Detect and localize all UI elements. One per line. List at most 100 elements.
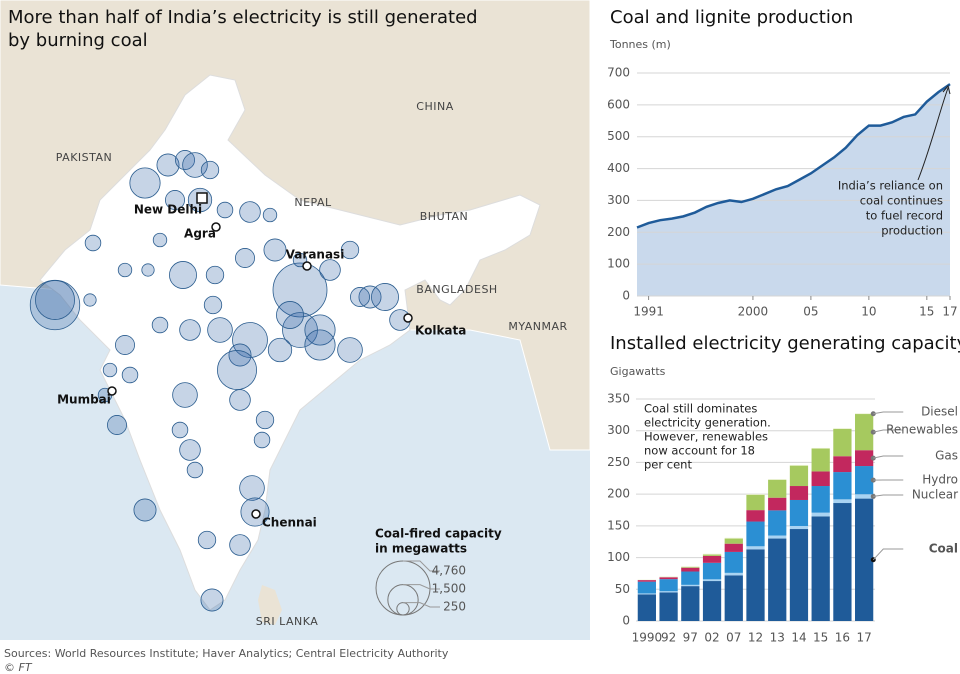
- plant-bubble: [229, 534, 251, 556]
- plant-bubble: [239, 201, 261, 223]
- city-label: Varanasi: [286, 248, 345, 262]
- plant-bubble: [229, 389, 251, 411]
- x-tick-label: 97: [683, 631, 698, 645]
- plant-bubble: [205, 265, 225, 285]
- chart-title: Installed electricity generating capacit…: [610, 333, 960, 354]
- chart-title: Coal and lignite production: [610, 7, 853, 28]
- plant-bubble: [239, 475, 265, 501]
- plant-bubble: [156, 153, 180, 177]
- legend-leader: [403, 560, 440, 572]
- bar-segment: [681, 584, 700, 587]
- plant-bubble: [207, 317, 233, 343]
- x-tick-label: 15: [813, 631, 828, 645]
- bar-segment: [855, 466, 874, 495]
- india: [39, 74, 541, 611]
- plant-bubble: [228, 343, 252, 367]
- bar-segment: [789, 525, 809, 530]
- sri-lanka: [258, 585, 282, 625]
- legend-leader: [873, 455, 904, 459]
- capital-marker: [196, 192, 208, 204]
- bar-segment: [724, 575, 743, 621]
- legend-leader: [403, 602, 440, 608]
- bar-segment: [789, 529, 809, 621]
- bar-segment: [702, 579, 722, 582]
- legend-label: Coal: [929, 542, 958, 556]
- country-label: NEPAL: [294, 196, 332, 209]
- plant-bubble: [358, 285, 382, 309]
- city-marker: [211, 222, 221, 232]
- y-tick-label: 250: [607, 455, 630, 469]
- bar-segment: [768, 497, 787, 511]
- x-tick-label: 1990: [632, 631, 663, 645]
- y-tick-label: 200: [607, 225, 630, 239]
- bar-segment: [724, 543, 743, 552]
- y-tick-label: 0: [622, 614, 630, 628]
- plant-bubble: [232, 322, 268, 358]
- plant-bubble: [129, 167, 161, 199]
- city-label: Mumbai: [57, 393, 111, 407]
- bar-segment: [789, 465, 809, 487]
- plant-bubble: [200, 588, 224, 612]
- plant-bubble: [337, 337, 363, 363]
- bar-segment: [833, 472, 852, 500]
- bar-segment: [746, 510, 765, 522]
- bar-segment: [855, 498, 874, 621]
- city-marker: [403, 313, 413, 323]
- plant-bubble: [133, 498, 157, 522]
- y-tick-label: 700: [607, 66, 630, 80]
- legend-label: Gas: [935, 449, 958, 463]
- bar-segment: [855, 494, 874, 499]
- line: [636, 83, 951, 229]
- bar-segment: [811, 471, 830, 487]
- bar-segment: [746, 494, 765, 495]
- x-tick-label: 1991: [633, 305, 664, 319]
- annotation: coal continues: [860, 194, 943, 208]
- y-tick-label: 50: [615, 582, 630, 596]
- x-tick-label: 14: [791, 631, 806, 645]
- bar-segment: [681, 571, 700, 585]
- bar-segment: [789, 486, 809, 500]
- plant-bubble: [179, 319, 201, 341]
- city-marker: [302, 261, 312, 271]
- bar-segment: [833, 503, 852, 621]
- bar-segment: [811, 512, 830, 517]
- country-label: BANGLADESH: [416, 283, 497, 296]
- bar-segment: [681, 566, 700, 568]
- bar-segment: [659, 576, 678, 578]
- country-label: BHUTAN: [420, 210, 469, 223]
- annotation: India’s reliance on: [838, 179, 943, 193]
- x-tick-label: 92: [661, 631, 676, 645]
- legend-label: Diesel: [921, 405, 958, 419]
- bar-segment: [768, 535, 787, 539]
- plant-bubble: [217, 350, 257, 390]
- city-label: Chennai: [262, 516, 317, 530]
- plant-bubble: [175, 150, 195, 170]
- y-tick-label: 100: [607, 550, 630, 564]
- city-label: New Delhi: [134, 203, 202, 217]
- bar-segment: [724, 572, 743, 576]
- bar-segment: [702, 553, 722, 555]
- bar-segment: [659, 577, 678, 580]
- x-tick-label: 12: [748, 631, 763, 645]
- plant-bubble: [200, 160, 220, 180]
- bar-segment: [768, 538, 787, 621]
- plant-bubble: [304, 329, 336, 361]
- country-label: MYANMAR: [508, 320, 567, 333]
- x-tick-label: 13: [770, 631, 785, 645]
- bar-segment: [659, 579, 678, 592]
- plant-bubble: [267, 337, 293, 363]
- plant-bubble: [319, 259, 341, 281]
- legend-label: 250: [443, 600, 466, 614]
- y-tick-label: 400: [607, 161, 630, 175]
- bar-segment: [768, 510, 787, 536]
- legend-leader: [872, 548, 904, 561]
- legend-leader: [873, 411, 904, 415]
- plant-bubble: [83, 293, 97, 307]
- y-tick-label: 0: [622, 289, 630, 303]
- arrow-head: [942, 84, 951, 95]
- plant-bubble: [216, 201, 234, 219]
- bar-segment: [702, 562, 722, 580]
- legend-label: 4,760: [432, 564, 466, 578]
- bar-segment: [855, 413, 874, 415]
